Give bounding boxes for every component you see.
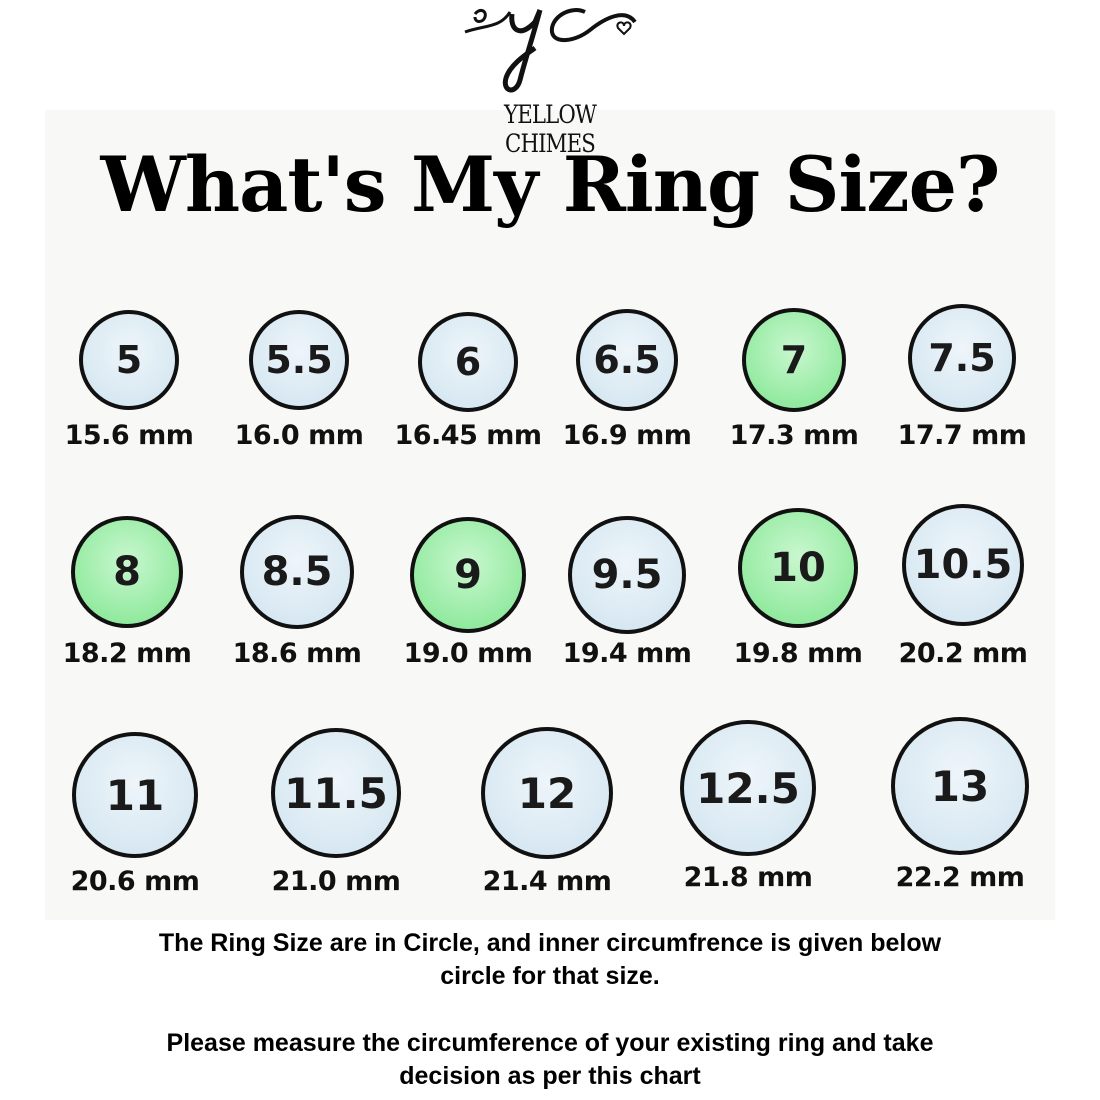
ring-size-label: 9: [454, 552, 482, 598]
ring-size-label: 10.5: [913, 542, 1013, 588]
ring-circumference-label: 21.8 mm: [683, 862, 813, 893]
ring-circumference-label: 17.7 mm: [897, 420, 1027, 451]
ring-size-label: 12.5: [696, 763, 800, 813]
ring-circle-size-7: 7: [742, 308, 846, 412]
ring-circle-size-5.5: 5.5: [249, 310, 349, 410]
ring-circumference-label: 21.0 mm: [271, 866, 401, 897]
ring-size-label: 11: [105, 770, 165, 820]
ring-circle-size-11.5: 11.5: [271, 728, 401, 858]
ring-size-label: 13: [930, 761, 990, 811]
ring-circle-size-9.5: 9.5: [568, 516, 686, 634]
ring-circle-size-13: 13: [891, 717, 1029, 855]
ring-circle-size-6.5: 6.5: [576, 309, 678, 411]
ring-circle-size-7.5: 7.5: [908, 304, 1016, 412]
ring-size-label: 6.5: [593, 338, 661, 382]
ring-circle-size-9: 9: [410, 517, 526, 633]
ring-circle-size-6: 6: [418, 312, 518, 412]
ring-circumference-label: 19.4 mm: [562, 638, 692, 669]
note-line-2: circle for that size.: [440, 962, 660, 990]
brand-name: YELLOW CHIMES: [504, 100, 597, 158]
note-line-4: decision as per this chart: [399, 1062, 701, 1090]
ring-size-label: 12: [517, 768, 577, 818]
ring-circumference-label: 19.8 mm: [733, 638, 863, 669]
ring-circumference-label: 20.6 mm: [70, 866, 200, 897]
ring-size-label: 10: [770, 545, 826, 591]
ring-size-label: 7: [780, 338, 808, 382]
ring-circumference-label: 16.9 mm: [562, 420, 692, 451]
ring-circumference-label: 17.3 mm: [729, 420, 859, 451]
ring-circumference-label: 19.0 mm: [403, 638, 533, 669]
note-line-1: The Ring Size are in Circle, and inner c…: [158, 929, 942, 957]
ring-circle-size-10.5: 10.5: [902, 504, 1024, 626]
ring-circumference-label: 20.2 mm: [898, 638, 1028, 669]
ring-circle-size-8: 8: [71, 516, 183, 628]
ring-size-label: 7.5: [928, 336, 996, 380]
ring-size-label: 5.5: [265, 338, 333, 382]
ring-size-label: 11.5: [284, 768, 388, 818]
ring-circle-size-8.5: 8.5: [240, 515, 354, 629]
ring-circumference-label: 18.6 mm: [232, 638, 362, 669]
ring-circumference-label: 18.2 mm: [62, 638, 192, 669]
ring-size-label: 9.5: [591, 552, 663, 598]
ring-circle-size-10: 10: [738, 508, 858, 628]
ring-circle-size-5: 5: [79, 310, 179, 410]
ring-circle-size-12.5: 12.5: [680, 720, 816, 856]
ring-circumference-label: 21.4 mm: [482, 866, 612, 897]
ring-circumference-label: 22.2 mm: [895, 862, 1025, 893]
ring-circle-size-12: 12: [481, 727, 613, 859]
ring-circumference-label: 15.6 mm: [64, 420, 194, 451]
ring-circumference-label: 16.0 mm: [234, 420, 364, 451]
note-line-3: Please measure the circumference of your…: [166, 1029, 934, 1057]
ring-size-label: 8.5: [261, 549, 333, 595]
ring-size-label: 5: [115, 338, 143, 382]
yc-monogram-icon: [464, 8, 637, 93]
ring-size-label: 6: [454, 340, 482, 384]
page-title: What's My Ring Size?: [100, 140, 1001, 229]
ring-circle-size-11: 11: [72, 732, 198, 858]
ring-size-label: 8: [113, 549, 141, 595]
ring-circumference-label: 16.45 mm: [394, 420, 542, 451]
logo: YELLOW CHIMES: [440, 0, 660, 158]
